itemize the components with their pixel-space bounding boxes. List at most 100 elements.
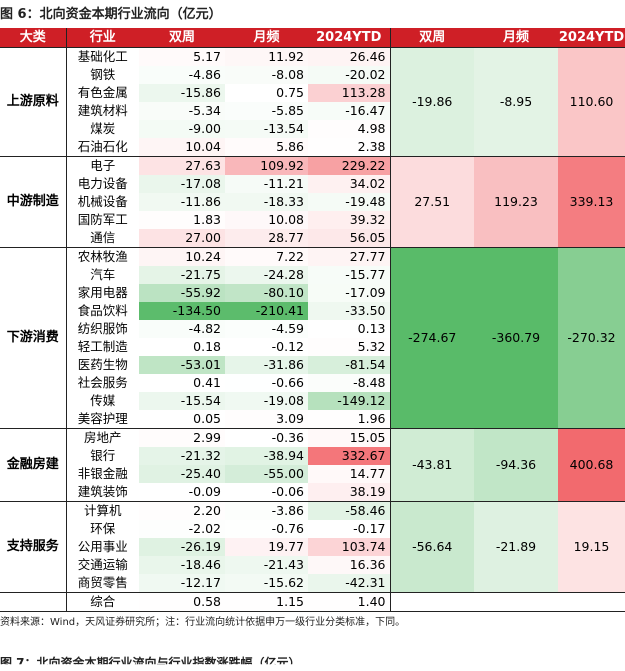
header-biweekly: 双周 [139,28,225,48]
ytd-value: 332.67 [308,447,391,465]
biweekly-value: 0.05 [139,410,225,429]
industry-label: 国防军工 [77,212,128,227]
agg-biweekly-value: -274.67 [390,247,474,429]
table-row: 建筑装饰 -0.09 -0.06 38.19 [0,483,625,502]
table-row: 美容护理 0.05 3.09 1.96 [0,410,625,429]
agg-monthly-value: -8.95 [474,47,558,157]
biweekly-value: -17.08 [139,175,225,193]
industry-label: 交通运输 [77,557,128,572]
monthly-value: -31.86 [225,356,308,374]
monthly-value: -15.62 [225,574,308,593]
category-label [0,592,67,612]
biweekly-value: 10.24 [139,247,225,266]
biweekly-value: -21.75 [139,266,225,284]
monthly-value: -80.10 [225,284,308,302]
agg-ytd-value: 339.13 [558,156,625,248]
category-label: 支持服务 [0,501,67,593]
biweekly-value: 0.41 [139,374,225,392]
monthly-value: -3.86 [225,501,308,520]
biweekly-value: 27.63 [139,156,225,175]
ytd-value: 1.40 [308,592,391,612]
biweekly-value: 2.20 [139,501,225,520]
sector-flow-table: 大类 行业 双周 月频 2024YTD 双周 月频 2024YTD 上游原料 基础… [0,28,625,612]
agg-monthly-value: -94.36 [474,428,558,502]
ytd-value: -58.46 [308,501,391,520]
monthly-value: -0.12 [225,338,308,356]
biweekly-value: 5.17 [139,47,225,66]
industry-label: 建筑材料 [77,103,128,118]
monthly-value: -19.08 [225,392,308,410]
category-label: 下游消费 [0,247,67,429]
biweekly-value: -21.32 [139,447,225,465]
table-row: 食品饮料 -134.50 -210.41 -33.50 [0,302,625,320]
biweekly-value: 0.18 [139,338,225,356]
table-row: 交通运输 -18.46 -21.43 16.36 [0,556,625,574]
table-row: 轻工制造 0.18 -0.12 5.32 [0,338,625,356]
ytd-value: 229.22 [308,156,391,175]
table-row: 家用电器 -55.92 -80.10 -17.09 [0,284,625,302]
monthly-value: -55.00 [225,465,308,483]
monthly-value: -0.66 [225,374,308,392]
industry-label: 电子 [66,156,139,175]
monthly-value: -4.59 [225,320,308,338]
ytd-value: 103.74 [308,538,391,556]
ytd-value: 1.96 [308,410,391,429]
ytd-value: 34.02 [308,175,391,193]
table-header-row: 大类 行业 双周 月频 2024YTD 双周 月频 2024YTD [0,28,625,48]
industry-label: 综合 [66,592,139,612]
biweekly-value: -53.01 [139,356,225,374]
table-row: 公用事业 -26.19 19.77 103.74 [0,538,625,556]
monthly-value: 5.86 [225,138,308,157]
ytd-value: -19.48 [308,193,391,211]
header-industry: 行业 [66,28,139,48]
table-row: 环保 -2.02 -0.76 -0.17 [0,520,625,538]
agg-ytd-value: 110.60 [558,47,625,157]
table-row: 电力设备 -17.08 -11.21 34.02 [0,175,625,193]
ytd-value: -8.48 [308,374,391,392]
ytd-value: 16.36 [308,556,391,574]
industry-label: 美容护理 [77,411,128,426]
monthly-value: 10.08 [225,211,308,229]
monthly-value: 28.77 [225,229,308,248]
monthly-value: -0.76 [225,520,308,538]
industry-label: 钢铁 [90,67,116,82]
ytd-value: 14.77 [308,465,391,483]
biweekly-value: -26.19 [139,538,225,556]
ytd-value: -149.12 [308,392,391,410]
table-row: 上游原料 基础化工 5.17 11.92 26.46 -19.86 -8.95 110.60 [0,47,625,157]
table-row: 医药生物 -53.01 -31.86 -81.54 [0,356,625,374]
biweekly-value: -2.02 [139,520,225,538]
ytd-value: 15.05 [308,428,391,447]
monthly-value: -210.41 [225,302,308,320]
header-agg-monthly: 月频 [474,28,558,48]
table-row: 通信 27.00 28.77 56.05 [0,229,625,248]
industry-label: 房地产 [66,428,139,447]
industry-label: 轻工制造 [77,339,128,354]
ytd-value: -16.47 [308,102,391,120]
industry-label: 社会服务 [77,375,128,390]
agg-empty [390,592,625,612]
table-row: 非银金融 -25.40 -55.00 14.77 [0,465,625,483]
agg-ytd-value: -270.32 [558,247,625,429]
category-label: 金融房建 [0,428,67,502]
monthly-value: -24.28 [225,266,308,284]
ytd-value: 27.77 [308,247,391,266]
table-body: 上游原料 基础化工 5.17 11.92 26.46 -19.86 -8.95 110.60 钢… [0,47,625,612]
industry-label: 医药生物 [77,357,128,372]
table-row: 机械设备 -11.86 -18.33 -19.48 [0,193,625,211]
ytd-value: 2.38 [308,138,391,157]
table-row: 金融房建 房地产 2.99 -0.36 15.05 -43.81 -94.36 400.68 [0,428,625,502]
table-row: 石油石化 10.04 5.86 2.38 [0,138,625,157]
next-figure-title: 图 7：北向资金本期行业流向与行业指数涨跌幅（亿元） [0,656,301,670]
biweekly-value: -4.82 [139,320,225,338]
monthly-value: 1.15 [225,592,308,612]
table-row: 商贸零售 -12.17 -15.62 -42.31 [0,574,625,593]
monthly-value: 0.75 [225,84,308,102]
biweekly-value: -18.46 [139,556,225,574]
table-row: 建筑材料 -5.34 -5.85 -16.47 [0,102,625,120]
ytd-value: -33.50 [308,302,391,320]
industry-label: 建筑装饰 [77,484,128,499]
ytd-value: -0.17 [308,520,391,538]
biweekly-value: -25.40 [139,465,225,483]
agg-biweekly-value: 27.51 [390,156,474,248]
